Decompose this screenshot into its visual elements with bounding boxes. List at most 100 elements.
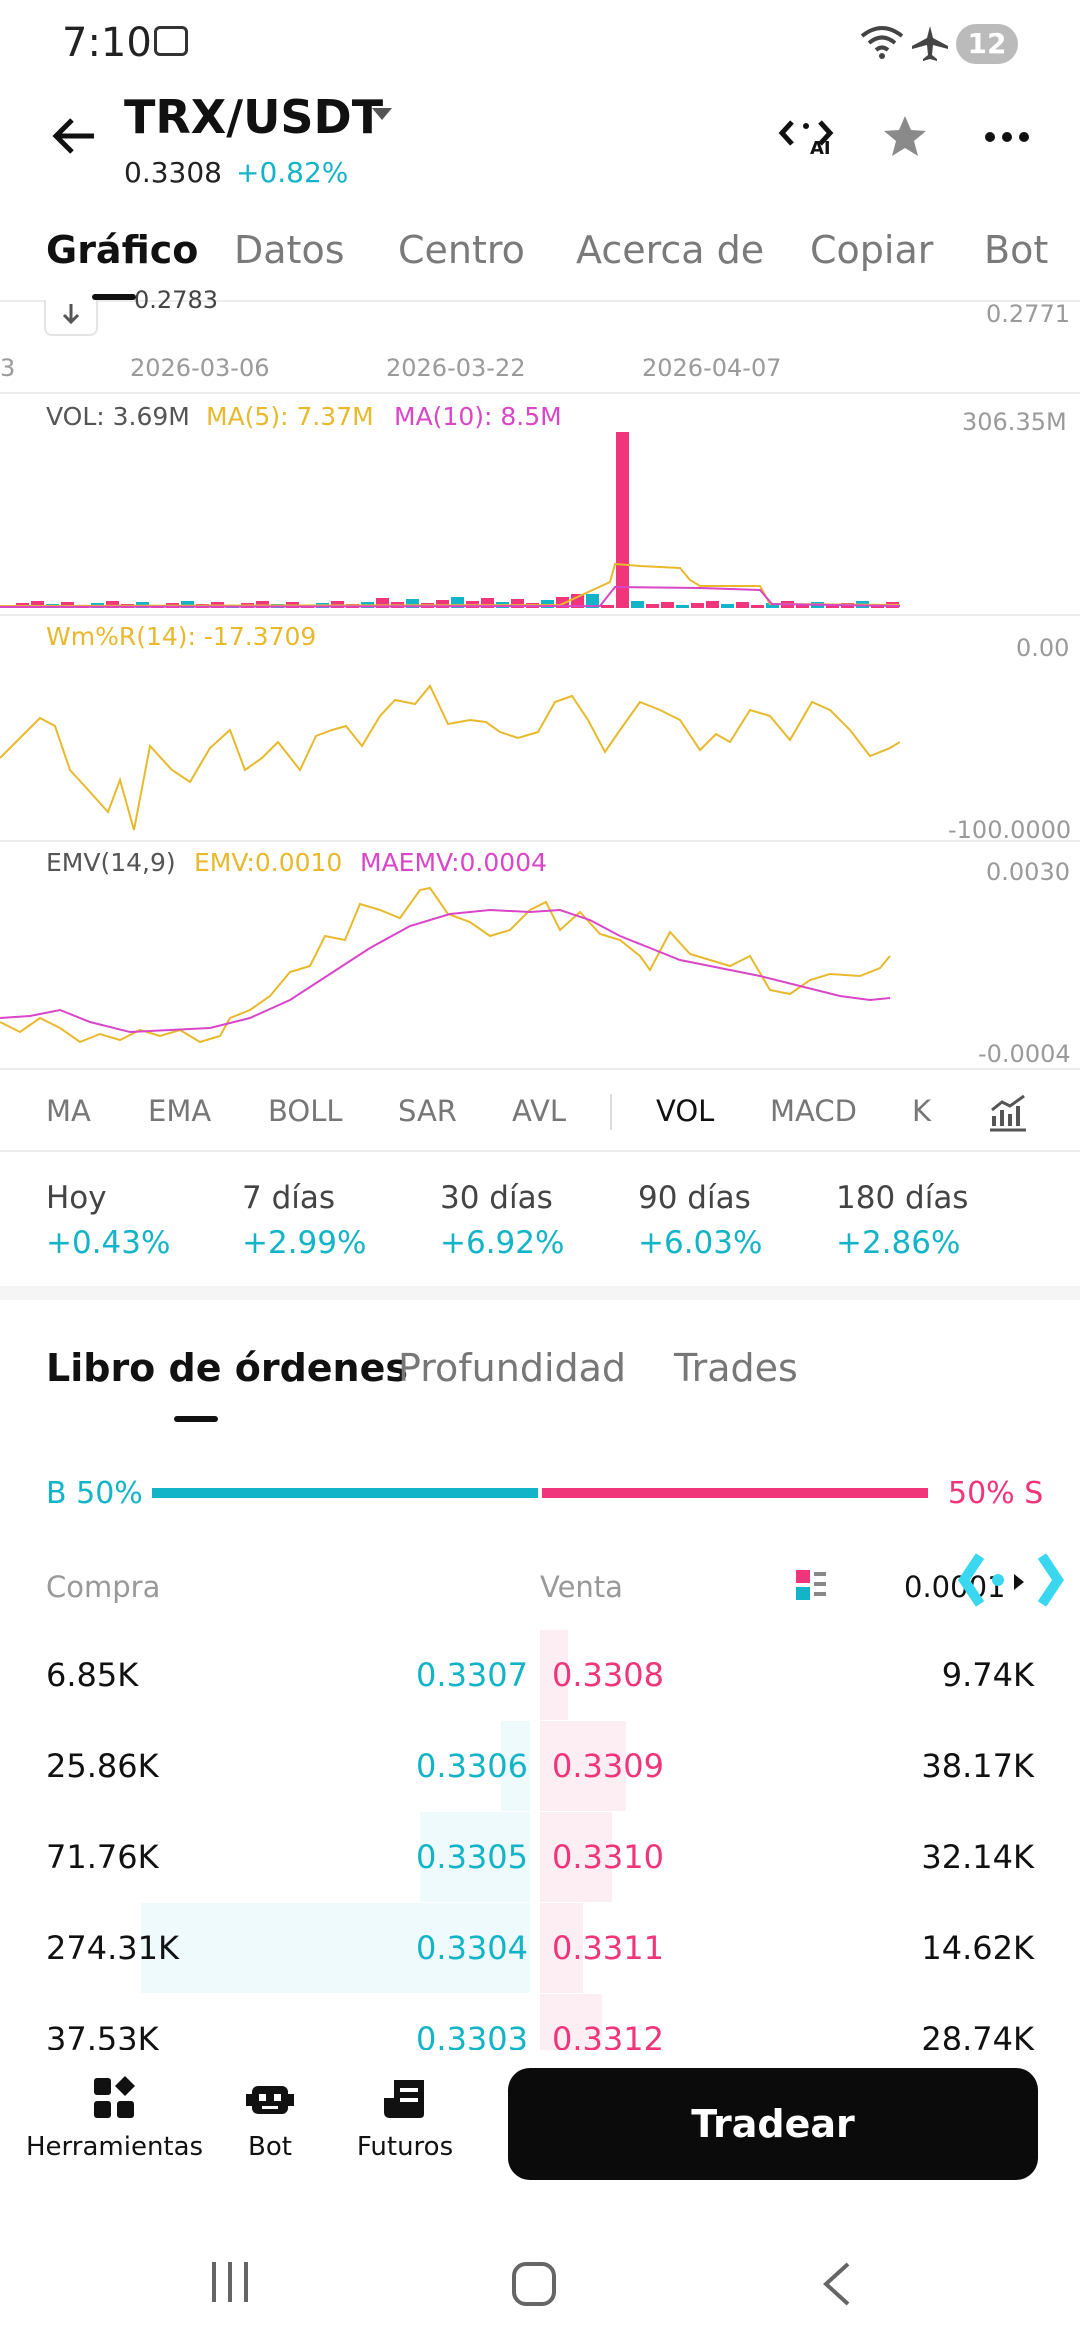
back-nav-icon[interactable] <box>820 2260 854 2308</box>
volume-bar <box>256 601 269 608</box>
ind-tab-ema[interactable]: EMA <box>148 1094 212 1128</box>
tab-bot[interactable]: Bot <box>984 228 1049 272</box>
ind-tab-avl[interactable]: AVL <box>512 1094 566 1128</box>
back-arrow-icon[interactable] <box>50 116 96 156</box>
airplane-icon <box>912 26 948 61</box>
volume-bar <box>736 602 749 608</box>
volume-bar <box>676 605 689 608</box>
perf-label-7d: 7 días <box>242 1180 336 1216</box>
tab-datos[interactable]: Datos <box>234 228 345 272</box>
volume-bar <box>511 599 524 608</box>
pair-dropdown-icon[interactable] <box>370 106 394 122</box>
emv-chart <box>0 886 891 1044</box>
precision-selector[interactable]: 0.0001 <box>904 1570 1006 1604</box>
star-icon[interactable] <box>882 114 928 158</box>
perf-value-7d: +2.99% <box>242 1225 367 1261</box>
nav-item-bot[interactable]: Bot <box>222 2076 318 2176</box>
perf-label-90d: 90 días <box>638 1180 751 1216</box>
date-label: 2026-03-22 <box>386 354 526 382</box>
ind-tab-sar[interactable]: SAR <box>398 1094 457 1128</box>
volume-bar <box>541 600 554 608</box>
vol-ma5-label: MA(5): 7.37M <box>206 402 374 431</box>
nav-label-futures: Futuros <box>356 2132 454 2162</box>
system-nav-bar <box>0 2220 1080 2340</box>
ai-icon[interactable]: AI <box>778 118 834 160</box>
arrow-down-icon <box>62 304 80 325</box>
wr-chart <box>0 684 900 831</box>
ask-depth-bar <box>540 1994 602 2050</box>
ask-qty: 32.14K <box>921 1838 1034 1876</box>
home-icon[interactable] <box>510 2260 558 2308</box>
indicator-divider <box>610 1094 612 1130</box>
scroll-down-button[interactable] <box>44 300 98 336</box>
tab-depth[interactable]: Profundidad <box>398 1346 627 1390</box>
emv-bottom-label: -0.0004 <box>978 1040 1071 1068</box>
emv-value-label: EMV:0.0010 <box>194 848 343 877</box>
section-separator <box>0 1286 1080 1300</box>
ind-tab-macd[interactable]: MACD <box>770 1094 857 1128</box>
date-label-partial: 3 <box>0 354 16 382</box>
futures-icon <box>384 2080 424 2118</box>
indicator-settings-icon[interactable] <box>986 1092 1028 1132</box>
volume-bar <box>796 604 809 608</box>
ind-tab-vol[interactable]: VOL <box>656 1094 715 1128</box>
tab-copiar[interactable]: Copiar <box>810 228 934 272</box>
sell-ratio: 50% S <box>948 1476 1044 1511</box>
order-row[interactable]: 25.86K 0.3306 0.3309 38.17K <box>0 1721 1080 1811</box>
volume-bar <box>721 604 734 608</box>
bot-icon <box>246 2086 294 2114</box>
recent-apps-icon[interactable] <box>208 2260 252 2304</box>
ratio-bar-buy <box>152 1488 538 1498</box>
more-icon[interactable] <box>984 130 1030 144</box>
volume-bar <box>451 597 464 608</box>
header-price: 0.3308 <box>124 156 222 189</box>
nav-item-tools[interactable]: Herramientas <box>26 2076 204 2176</box>
tab-acerca[interactable]: Acerca de <box>576 228 765 272</box>
divider <box>0 614 1080 616</box>
header-change: +0.82% <box>236 156 349 189</box>
nav-label-tools: Herramientas <box>26 2132 204 2162</box>
screen-record-icon <box>154 26 188 56</box>
ask-depth-bar <box>540 1903 583 1993</box>
divider <box>0 1150 1080 1152</box>
nav-label-bot: Bot <box>248 2132 292 2162</box>
order-row[interactable]: 71.76K 0.3305 0.3310 32.14K <box>0 1812 1080 1902</box>
order-row[interactable]: 274.31K 0.3304 0.3311 14.62K <box>0 1903 1080 1993</box>
bid-price: 0.3306 <box>416 1747 528 1785</box>
volume-bar <box>661 602 674 608</box>
order-row[interactable]: 6.85K 0.3307 0.3308 9.74K <box>0 1630 1080 1720</box>
ind-tab-ma[interactable]: MA <box>46 1094 91 1128</box>
chart-area[interactable]: 0.2783 0.2771 2026-03-06 2026-03-22 2026… <box>0 286 1080 1070</box>
divider <box>0 1068 1080 1070</box>
trade-button[interactable]: Tradear <box>508 2068 1038 2180</box>
volume-bar <box>766 603 779 608</box>
perf-label-today: Hoy <box>46 1180 107 1216</box>
ind-tab-boll[interactable]: BOLL <box>268 1094 343 1128</box>
ask-qty: 9.74K <box>941 1656 1034 1694</box>
volume-chart <box>0 432 900 608</box>
tab-grafico[interactable]: Gráfico <box>46 228 199 272</box>
floating-assistant-icon[interactable] <box>957 1550 1065 1610</box>
bid-qty: 25.86K <box>46 1747 159 1785</box>
emv-top-label: 0.0030 <box>986 858 1070 886</box>
battery-level: 12 <box>967 27 1007 60</box>
order-row[interactable]: 37.53K 0.3303 0.3312 28.74K <box>0 1994 1080 2050</box>
bid-qty: 274.31K <box>46 1929 179 1967</box>
volume-bar <box>646 604 659 608</box>
battery-badge: 12 <box>956 24 1018 64</box>
tools-icon <box>94 2076 135 2118</box>
tab-trades[interactable]: Trades <box>674 1346 798 1390</box>
tab-order-book[interactable]: Libro de órdenes <box>46 1346 408 1390</box>
orderbook-layout-icon[interactable] <box>794 1568 828 1602</box>
perf-label-180d: 180 días <box>836 1180 969 1216</box>
volume-bar <box>376 598 389 608</box>
tab-centro[interactable]: Centro <box>398 228 525 272</box>
ind-tab-k[interactable]: K <box>912 1094 932 1128</box>
volume-bar <box>631 601 644 608</box>
volume-bar <box>691 603 704 608</box>
top-price-label: 0.2771 <box>986 300 1070 328</box>
pair-title[interactable]: TRX/USDT <box>124 90 384 144</box>
status-bar: 7:10 12 <box>0 0 1080 86</box>
vol-ma10-label: MA(10): 8.5M <box>394 402 562 431</box>
nav-item-futures[interactable]: Futuros <box>350 2076 460 2176</box>
